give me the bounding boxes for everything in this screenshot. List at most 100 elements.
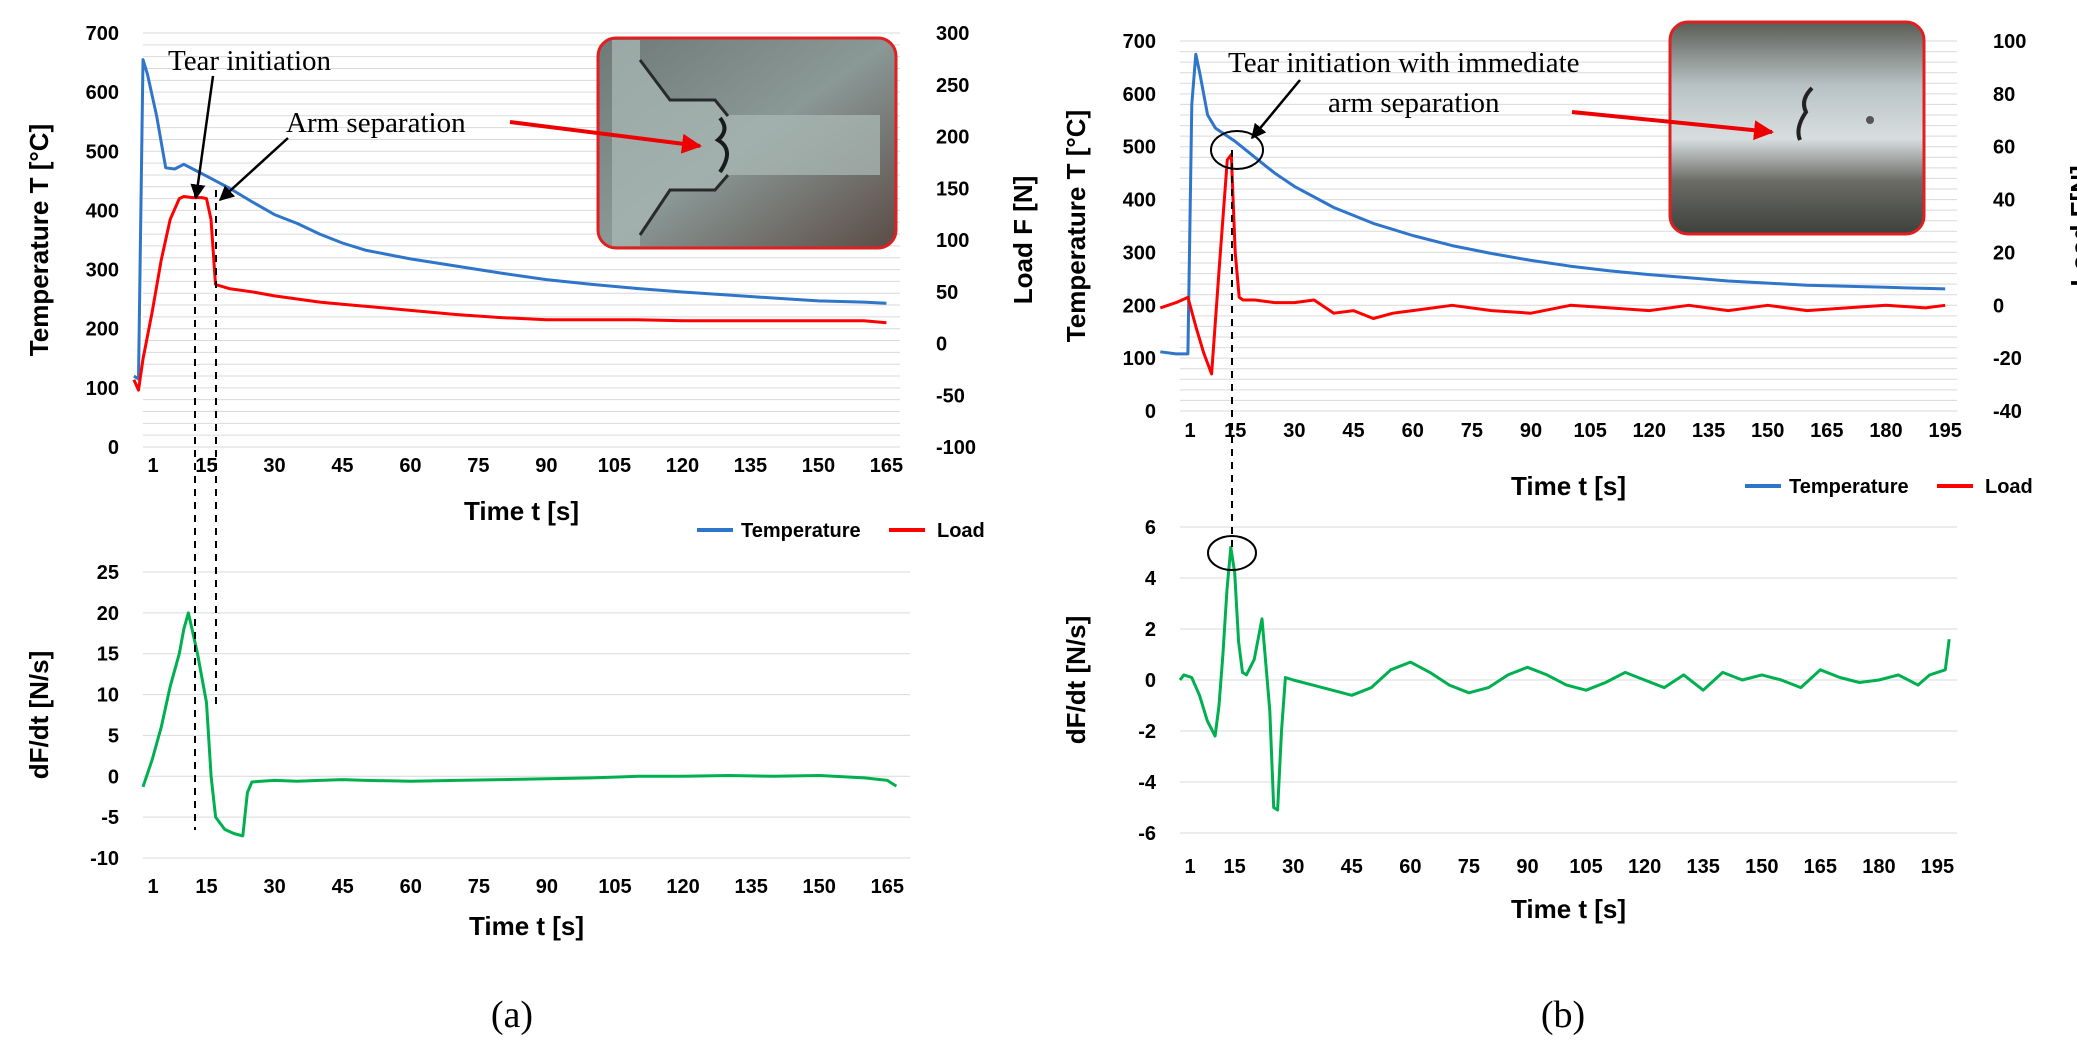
- y2-tick-label: -40: [1993, 401, 2022, 423]
- y-tick-label: 400: [86, 200, 119, 222]
- x-tick-label: 1: [1184, 420, 1195, 442]
- y-tick-label: 20: [97, 603, 119, 625]
- y-tick-label: 2: [1145, 619, 1156, 641]
- y2-tick-label: -50: [936, 385, 965, 407]
- x-tick-label: 15: [195, 876, 217, 898]
- arrow-tear-b: [1251, 79, 1301, 140]
- x-tick-label: 30: [263, 455, 285, 477]
- y-tick-label: 400: [1123, 190, 1156, 212]
- x-tick-label: 45: [332, 876, 354, 898]
- annotation-tear-initiation-a: Tear initiation: [168, 45, 332, 77]
- x-tick-label: 15: [195, 455, 217, 477]
- x-tick-label: 45: [1341, 856, 1363, 878]
- x-tick-label: 60: [399, 455, 421, 477]
- y-tick-label: 200: [1123, 295, 1156, 317]
- y-tick-label: 700: [86, 23, 119, 45]
- x-tick-label: 45: [1342, 420, 1364, 442]
- series-line-temperature: [1160, 52, 1946, 356]
- x-tick-label: 120: [666, 455, 699, 477]
- y2-tick-label: 80: [1993, 84, 2015, 106]
- x-tick-label: 105: [1569, 856, 1602, 878]
- y-tick-label: 0: [1145, 670, 1156, 692]
- legend-label-load: Load: [937, 520, 985, 542]
- x-tick-label: 105: [1574, 420, 1607, 442]
- x-tick-label: 45: [331, 455, 353, 477]
- chart-b-bottom: -6 -4 -2 0 2 4 6 1 15 30 45 60 75 90 105 120 135 150 165 18…: [1061, 517, 1957, 924]
- arrow-red-a: [509, 120, 702, 154]
- y2-tick-label: 100: [936, 230, 969, 252]
- x-tick-label: 30: [1283, 420, 1305, 442]
- y-tick-label: 500: [1123, 137, 1156, 159]
- x-tick-label: 60: [1402, 420, 1424, 442]
- y2-tick-label: 40: [1993, 190, 2015, 212]
- x-tick-label: 135: [1692, 420, 1725, 442]
- y-tick-label: 5: [108, 725, 119, 747]
- y2-tick-label: 0: [936, 334, 947, 356]
- series-line-df-dt: [1178, 545, 1951, 812]
- x-axis-label: Time t [s]: [1511, 894, 1626, 924]
- y-tick-label: 600: [86, 82, 119, 104]
- x-tick-label: 15: [1224, 856, 1246, 878]
- x-tick-label: 180: [1862, 856, 1895, 878]
- y-tick-label: -2: [1138, 721, 1156, 743]
- x-tick-label: 135: [734, 455, 767, 477]
- y-tick-label: -6: [1138, 823, 1156, 845]
- x-tick-label: 75: [1458, 856, 1480, 878]
- y-tick-label: 4: [1145, 568, 1157, 590]
- y2-tick-label: 0: [1993, 295, 2004, 317]
- x-tick-label: 135: [734, 876, 767, 898]
- x-tick-label: 165: [871, 876, 904, 898]
- y2-tick-label: 20: [1993, 242, 2015, 264]
- chart-a-bottom: -10 -5 0 5 10 15 20 25 1 15 30 45 60 75 90 105 120 135 150…: [24, 562, 910, 941]
- annotation-tear-b-line2: arm separation: [1328, 87, 1500, 119]
- y2-tick-label: 100: [1993, 31, 2026, 53]
- x-tick-label: 135: [1687, 856, 1720, 878]
- y2-tick-label: -20: [1993, 348, 2022, 370]
- y-tick-label: -5: [101, 807, 119, 829]
- y2-tick-label: 250: [936, 75, 969, 97]
- x-tick-label: 1: [147, 455, 158, 477]
- x-tick-label: 90: [536, 876, 558, 898]
- x-tick-label: 60: [1399, 856, 1421, 878]
- x-axis-label: Time t [s]: [1511, 471, 1626, 501]
- y-axis-label: Temperature T [°C]: [24, 124, 54, 356]
- y-tick-label: 15: [97, 644, 119, 666]
- y-axis-label: Temperature T [°C]: [1061, 110, 1091, 342]
- y2-axis-label: Load F[N]: [2065, 165, 2077, 286]
- y-tick-label: 500: [86, 141, 119, 163]
- series-line-load: [1159, 153, 1946, 376]
- y-tick-label: 100: [86, 378, 119, 400]
- x-tick-label: 165: [870, 455, 903, 477]
- arrow-tear-a: [190, 75, 215, 200]
- panel-label-a: (a): [491, 994, 533, 1036]
- y-tick-label: 700: [1123, 31, 1156, 53]
- legend-label-temperature: Temperature: [741, 520, 861, 542]
- x-tick-label: 60: [400, 876, 422, 898]
- x-tick-label: 150: [802, 455, 835, 477]
- inset-photo-b: [1668, 20, 1926, 236]
- y2-tick-label: 50: [936, 282, 958, 304]
- inset-photo-a: [596, 36, 898, 250]
- y-tick-label: 6: [1145, 517, 1156, 539]
- x-tick-label: 1: [1184, 856, 1195, 878]
- x-tick-label: 30: [263, 876, 285, 898]
- x-tick-label: 105: [598, 876, 631, 898]
- x-tick-label: 15: [1224, 420, 1246, 442]
- y-tick-label: 300: [86, 260, 119, 282]
- x-tick-label: 30: [1282, 856, 1304, 878]
- x-tick-label: 150: [803, 876, 836, 898]
- x-tick-label: 75: [1461, 420, 1483, 442]
- x-axis-label: Time t [s]: [464, 496, 579, 526]
- x-tick-label: 90: [1516, 856, 1538, 878]
- y-tick-label: 10: [97, 685, 119, 707]
- y-tick-label: -10: [90, 848, 119, 870]
- x-tick-label: 1: [147, 876, 158, 898]
- arrow-arm-a: [218, 137, 289, 202]
- y-tick-label: 25: [97, 562, 119, 584]
- y2-tick-label: -100: [936, 437, 976, 459]
- x-tick-label: 150: [1745, 856, 1778, 878]
- x-tick-label: 75: [468, 876, 490, 898]
- x-tick-label: 180: [1869, 420, 1902, 442]
- x-tick-label: 165: [1804, 856, 1837, 878]
